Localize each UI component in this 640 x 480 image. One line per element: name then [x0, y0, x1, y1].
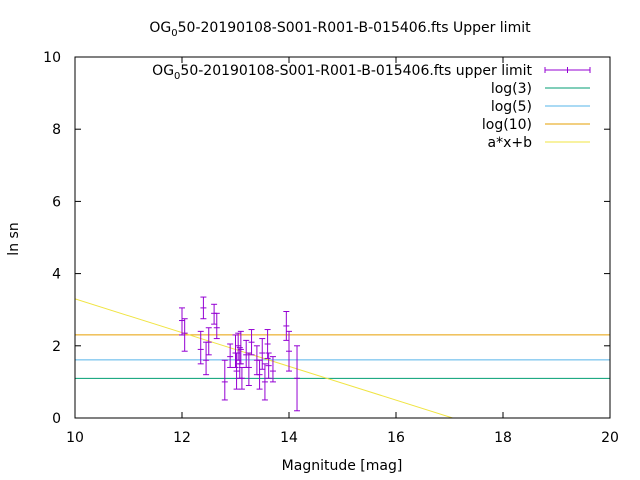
x-tick-label: 12: [173, 430, 191, 446]
chart-title: OG050-20190108-S001-R001-B-015406.fts Up…: [149, 20, 531, 39]
errorbar-point: [203, 341, 210, 376]
errorbar-point: [211, 303, 218, 325]
chart-title-subscript: 0: [171, 28, 177, 39]
errorbar-point: [283, 311, 290, 341]
y-axis-label: ln sn: [6, 222, 22, 255]
plot-frame: [74, 56, 611, 419]
errorbar-point: [265, 352, 272, 379]
legend: OG050-20190108-S001-R001-B-015406.fts up…: [152, 63, 591, 151]
fit-line: [75, 298, 455, 418]
x-axis-ticks: 10 12 14 16 18 20: [66, 57, 619, 446]
errorbar-point: [205, 327, 212, 356]
legend-label-fit: a*x+b: [488, 135, 533, 151]
x-tick-label: 14: [280, 430, 298, 446]
errorbar-points: [179, 296, 301, 412]
errorbar-point: [200, 296, 207, 320]
legend-label-data-main: OG: [152, 63, 174, 79]
errorbar-point: [233, 352, 240, 390]
legend-label-data-rest: 50-20190108-S001-R001-B-015406.fts upper…: [180, 63, 532, 79]
errorbar-point: [197, 330, 204, 365]
errorbar-point: [286, 330, 292, 372]
x-tick-label: 18: [494, 430, 512, 446]
chart-title-main: OG: [149, 20, 171, 36]
errorbar-point: [294, 345, 301, 412]
y-tick-label: 6: [52, 194, 61, 210]
x-axis-label: Magnitude [mag]: [282, 458, 403, 474]
legend-label-log5: log(5): [491, 99, 532, 115]
chart-title-rest: 50-20190108-S001-R001-B-015406.fts Upper…: [178, 20, 531, 36]
y-axis-ticks: 0 2 4 6 8 10: [43, 50, 610, 427]
errorbar-point: [227, 343, 234, 368]
errorbar-point: [259, 338, 266, 370]
y-tick-label: 10: [43, 50, 61, 66]
x-tick-label: 16: [387, 430, 405, 446]
errorbar-point: [213, 312, 220, 340]
errorbar-point: [256, 359, 263, 390]
errorbar-point: [264, 329, 271, 359]
plot-lines: [75, 298, 610, 418]
errorbar-point: [179, 307, 185, 336]
legend-label-log3: log(3): [491, 81, 532, 97]
x-tick-label: 20: [601, 430, 619, 446]
errorbar-point: [248, 329, 255, 356]
errorbar-point: [235, 332, 242, 361]
legend-samples: [544, 67, 591, 143]
y-tick-label: 0: [52, 411, 61, 427]
legend-label-data-subscript: 0: [174, 71, 180, 82]
errorbar-point: [237, 330, 244, 365]
errorbar-point: [261, 363, 268, 401]
y-tick-label: 8: [52, 122, 61, 138]
errorbar-point: [269, 356, 276, 383]
y-tick-label: 2: [52, 339, 61, 355]
errorbar-point: [221, 359, 228, 401]
errorbar-point: [181, 318, 188, 352]
legend-label-log10: log(10): [482, 117, 532, 133]
legend-label-data: OG050-20190108-S001-R001-B-015406.fts up…: [152, 63, 532, 82]
errorbar-point: [232, 334, 239, 368]
x-tick-label: 10: [66, 430, 84, 446]
errorbar-point: [245, 352, 252, 387]
y-tick-label: 4: [52, 267, 61, 283]
